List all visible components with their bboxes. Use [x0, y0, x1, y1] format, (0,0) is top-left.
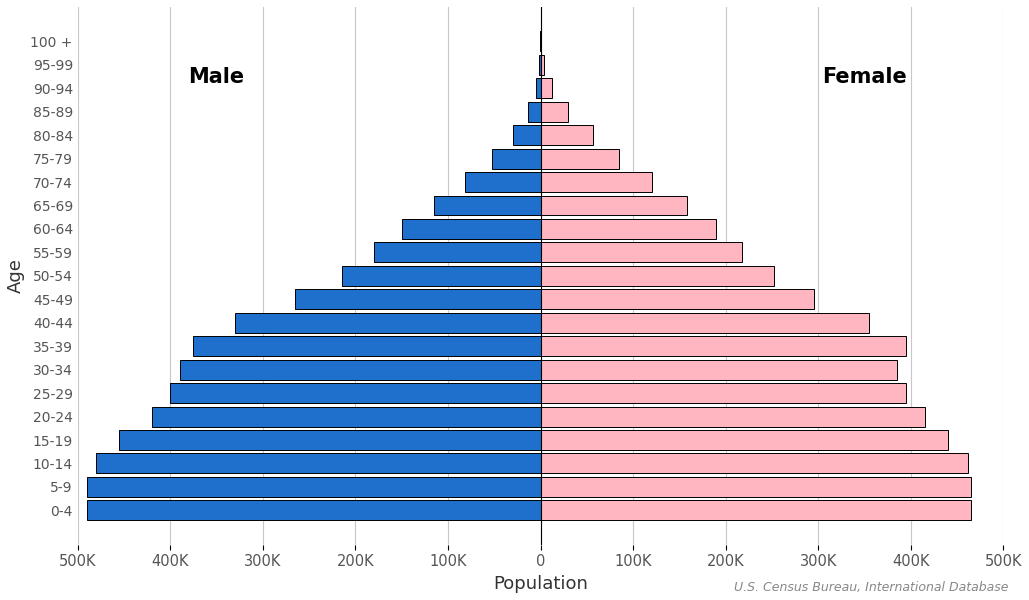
Bar: [540, 219, 716, 239]
Bar: [119, 430, 540, 450]
Bar: [540, 149, 619, 169]
Bar: [539, 55, 540, 75]
Bar: [540, 289, 814, 309]
Text: Male: Male: [188, 67, 245, 86]
Bar: [87, 500, 540, 520]
Bar: [493, 149, 540, 169]
Bar: [540, 125, 594, 145]
Bar: [540, 500, 971, 520]
Bar: [512, 125, 540, 145]
Bar: [87, 477, 540, 497]
Bar: [465, 172, 540, 192]
Text: Female: Female: [822, 67, 907, 86]
Bar: [528, 102, 540, 122]
Bar: [540, 55, 543, 75]
Bar: [540, 430, 948, 450]
Bar: [540, 172, 651, 192]
Bar: [536, 78, 540, 98]
Bar: [170, 383, 540, 403]
Bar: [401, 219, 540, 239]
Y-axis label: Age: Age: [7, 259, 25, 293]
Bar: [540, 102, 568, 122]
Bar: [434, 196, 540, 215]
Bar: [540, 242, 742, 262]
Bar: [179, 359, 540, 380]
Bar: [540, 407, 925, 427]
Bar: [97, 454, 540, 473]
Bar: [540, 78, 552, 98]
Bar: [540, 336, 907, 356]
Bar: [540, 454, 968, 473]
X-axis label: Population: Population: [493, 575, 588, 593]
Bar: [540, 313, 870, 333]
Bar: [540, 359, 897, 380]
Bar: [540, 477, 971, 497]
Bar: [235, 313, 540, 333]
Bar: [295, 289, 540, 309]
Bar: [193, 336, 540, 356]
Bar: [342, 266, 540, 286]
Bar: [540, 383, 907, 403]
Text: U.S. Census Bureau, International Database: U.S. Census Bureau, International Databa…: [734, 581, 1008, 594]
Bar: [540, 196, 686, 215]
Bar: [152, 407, 540, 427]
Bar: [540, 266, 774, 286]
Bar: [374, 242, 540, 262]
